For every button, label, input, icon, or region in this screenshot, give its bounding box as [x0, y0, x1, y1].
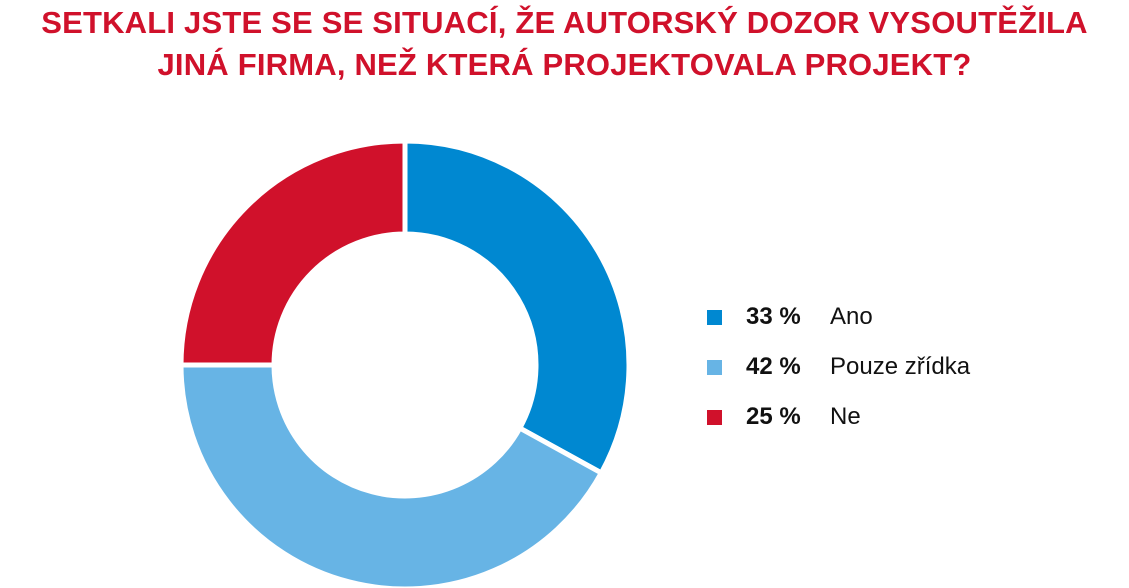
legend-item-ano: 33 % Ano: [707, 292, 970, 342]
chart-title-line-1: SETKALI JSTE SE SE SITUACÍ, ŽE AUTORSKÝ …: [41, 5, 1088, 40]
legend-label-ano: Ano: [830, 303, 873, 330]
legend-item-ne: 25 % Ne: [707, 392, 970, 442]
legend-value-pouze-zridka: 42 %: [746, 353, 801, 380]
chart-title-line-2: JINÁ FIRMA, NEŽ KTERÁ PROJEKTOVALA PROJE…: [157, 47, 972, 82]
legend-value-ano: 33 %: [746, 303, 801, 330]
donut-slice-ano: [402, 138, 632, 477]
legend-swatch-ne: [707, 409, 722, 425]
donut-slice-pouze-zridka: [178, 362, 605, 588]
legend-label-ne: Ne: [830, 403, 861, 430]
legend: 33 % Ano 42 % Pouze zřídka 25 % Ne: [707, 292, 970, 442]
chart-title: SETKALI JSTE SE SE SITUACÍ, ŽE AUTORSKÝ …: [0, 2, 1129, 86]
legend-swatch-pouze-zridka: [707, 359, 722, 375]
legend-swatch-ano: [707, 309, 722, 325]
donut-slice-ne: [178, 138, 408, 368]
legend-value-ne: 25 %: [746, 403, 801, 430]
legend-item-pouze-zridka: 42 % Pouze zřídka: [707, 342, 970, 392]
legend-label-pouze-zridka: Pouze zřídka: [830, 353, 971, 380]
